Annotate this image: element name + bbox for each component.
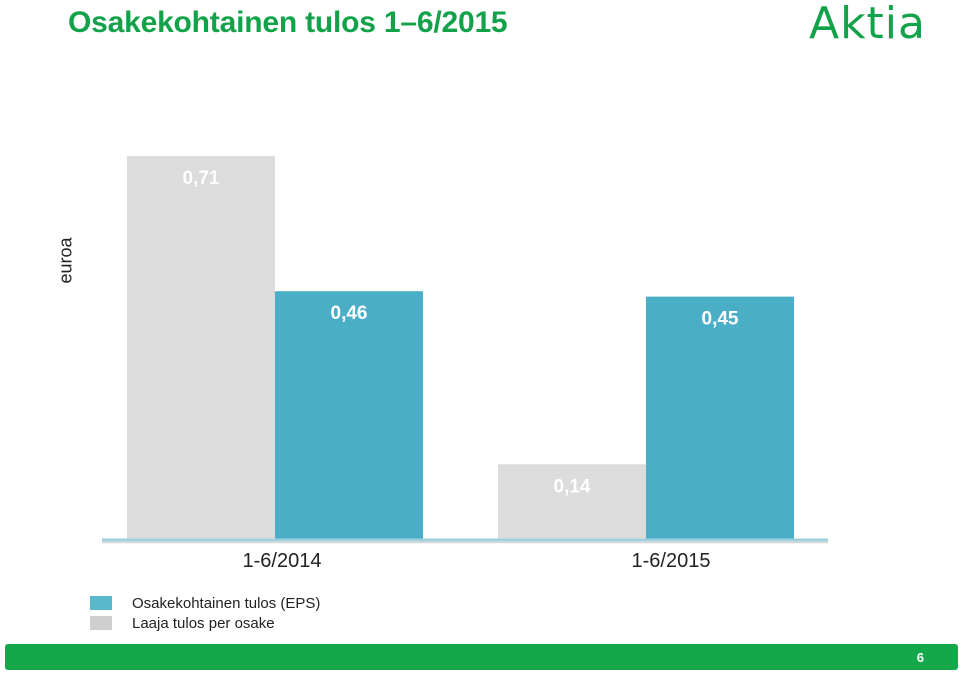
footer-bar: 6 <box>5 644 958 670</box>
aktia-logo: Aktia <box>808 0 926 49</box>
bar-chart: 0,71 0,46 1-6/2014 0,14 0,45 1-6/2015 <box>102 156 828 572</box>
data-label-eps-1: 0,45 <box>702 309 739 330</box>
category-label-1: 1-6/2015 <box>632 550 711 572</box>
legend: Osakekohtainen tulos (EPS) Laaja tulos p… <box>90 593 320 633</box>
bar-comprehensive-0 <box>127 156 275 540</box>
data-label-eps-0: 0,46 <box>331 303 368 324</box>
legend-swatch-eps <box>90 596 112 610</box>
bars-layer <box>127 156 794 540</box>
legend-item-comprehensive: Laaja tulos per osake <box>90 613 320 633</box>
legend-item-eps: Osakekohtainen tulos (EPS) <box>90 593 320 613</box>
labels-layer: 0,71 0,46 1-6/2014 0,14 0,45 1-6/2015 <box>183 168 739 572</box>
legend-label-comprehensive: Laaja tulos per osake <box>132 614 275 632</box>
data-label-comprehensive-0: 0,71 <box>183 168 220 189</box>
data-label-comprehensive-1: 0,14 <box>554 476 591 497</box>
bar-eps-0 <box>275 291 423 540</box>
legend-label-eps: Osakekohtainen tulos (EPS) <box>132 594 321 612</box>
page-title: Osakekohtainen tulos 1–6/2015 <box>68 6 508 39</box>
bar-eps-1 <box>646 296 794 540</box>
page-number: 6 <box>916 650 924 665</box>
category-label-0: 1-6/2014 <box>243 550 322 572</box>
legend-swatch-comprehensive <box>90 616 112 630</box>
bar-comprehensive-1 <box>498 464 646 540</box>
